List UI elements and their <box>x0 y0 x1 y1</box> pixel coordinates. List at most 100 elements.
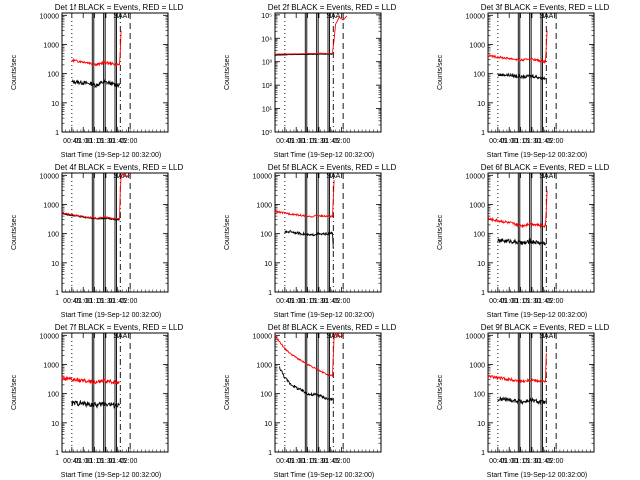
x-tick-label: 01:30 <box>97 458 115 465</box>
x-tick-label: 00:45 <box>489 138 507 145</box>
x-tick-label: 01:45 <box>535 458 553 465</box>
y-tick-label: 10⁵ <box>261 13 272 20</box>
y-tick-label: 10 <box>264 261 272 268</box>
saa-label: SAA <box>326 333 340 340</box>
x-tick-label: 00:45 <box>276 458 294 465</box>
x-tick-label: 01:30 <box>523 138 541 145</box>
x-tick-label: 02:00 <box>546 458 564 465</box>
x-tick-label: 02:00 <box>333 298 351 305</box>
y-axis-label: Counts/sec <box>224 374 231 410</box>
x-tick-label: 01:45 <box>109 458 127 465</box>
x-axis-label: Start Time (19-Sep-12 00:32:00) <box>487 152 587 159</box>
x-tick-label: 01:30 <box>523 298 541 305</box>
x-tick-label: 02:00 <box>120 298 138 305</box>
x-tick-label: 00:45 <box>63 138 81 145</box>
x-tick-label: 01:15 <box>512 298 530 305</box>
y-tick-label: 1000 <box>469 42 485 49</box>
x-axis-label: Start Time (19-Sep-12 00:32:00) <box>487 472 587 479</box>
y-tick-label: 10 <box>477 421 485 428</box>
x-axis-label: Start Time (19-Sep-12 00:32:00) <box>61 152 161 159</box>
x-tick-label: 02:00 <box>120 458 138 465</box>
lld-series-line <box>487 352 547 384</box>
x-tick-label: 02:00 <box>546 298 564 305</box>
y-tick-label: 10² <box>262 83 273 90</box>
y-tick-label: 10⁴ <box>261 36 272 43</box>
saa-label: SAA <box>113 13 127 20</box>
y-tick-label: 10000 <box>466 173 486 180</box>
lld-series-line <box>61 375 120 386</box>
x-tick-label: 02:00 <box>333 458 351 465</box>
x-tick-label: 01:45 <box>535 298 553 305</box>
x-tick-label: 01:45 <box>322 458 340 465</box>
y-tick-label: 10000 <box>253 173 273 180</box>
y-axis-label: Counts/sec <box>437 54 444 90</box>
lld-series-line <box>274 179 335 219</box>
y-axis-label: Counts/sec <box>437 214 444 250</box>
det-8f-chart: Det 8f BLACK = Events, RED = LLD Counts/s… <box>224 323 396 479</box>
y-tick-label: 1000 <box>256 362 272 369</box>
y-tick-label: 10000 <box>253 333 273 340</box>
det-2f-panel: Det 2f BLACK = Events, RED = LLD Counts/s… <box>213 0 426 160</box>
y-tick-label: 10000 <box>466 13 486 20</box>
y-tick-label: 10000 <box>466 333 486 340</box>
x-tick-label: 01:00 <box>287 458 305 465</box>
x-tick-label: 00:45 <box>276 138 294 145</box>
chart-title: Det 5f BLACK = Events, RED = LLD <box>268 163 397 172</box>
saa-label: SAA <box>113 173 127 180</box>
det-6f-chart: Det 6f BLACK = Events, RED = LLD Counts/s… <box>437 163 609 319</box>
x-tick-label: 01:15 <box>86 138 104 145</box>
x-tick-label: 01:00 <box>74 138 92 145</box>
y-tick-label: 100 <box>47 72 59 79</box>
det-8f-panel: Det 8f BLACK = Events, RED = LLD Counts/s… <box>213 320 426 480</box>
saa-label: SAA <box>539 13 553 20</box>
y-tick-label: 10⁰ <box>261 129 272 137</box>
y-tick-label: 10000 <box>40 333 60 340</box>
x-axis-label: Start Time (19-Sep-12 00:32:00) <box>274 152 374 159</box>
y-tick-label: 10000 <box>40 13 60 20</box>
events-series-line <box>279 366 333 402</box>
det-7f-panel: Det 7f BLACK = Events, RED = LLD Counts/s… <box>0 320 213 480</box>
x-tick-label: 01:30 <box>310 458 328 465</box>
y-tick-label: 10 <box>51 421 59 428</box>
y-tick-label: 100 <box>473 232 485 239</box>
y-tick-label: 1000 <box>469 202 485 209</box>
det-9f-chart: Det 9f BLACK = Events, RED = LLD Counts/s… <box>437 323 609 479</box>
y-tick-label: 10 <box>51 261 59 268</box>
x-axis-label: Start Time (19-Sep-12 00:32:00) <box>274 312 374 319</box>
x-tick-label: 02:00 <box>546 138 564 145</box>
lld-series-line <box>61 173 131 220</box>
x-axis-label: Start Time (19-Sep-12 00:32:00) <box>61 312 161 319</box>
x-tick-label: 01:15 <box>512 458 530 465</box>
x-tick-label: 00:45 <box>63 298 81 305</box>
det-7f-chart: Det 7f BLACK = Events, RED = LLD Counts/s… <box>11 323 183 479</box>
y-tick-label: 1 <box>55 130 59 137</box>
events-series-line <box>497 237 546 246</box>
lld-series-line <box>487 190 548 229</box>
y-tick-label: 10 <box>477 101 485 108</box>
x-tick-label: 01:00 <box>287 138 305 145</box>
y-tick-label: 10¹ <box>262 107 273 114</box>
chart-title: Det 3f BLACK = Events, RED = LLD <box>481 3 610 12</box>
y-axis-label: Counts/sec <box>11 374 18 410</box>
y-tick-label: 10 <box>51 101 59 108</box>
det-4f-chart: Det 4f BLACK = Events, RED = LLD Counts/s… <box>11 163 183 319</box>
det-1f-chart: Det 1f BLACK = Events, RED = LLD Counts/s… <box>11 3 183 159</box>
y-axis-label: Counts/sec <box>11 54 18 90</box>
x-tick-label: 01:30 <box>97 138 115 145</box>
x-tick-label: 01:15 <box>86 458 104 465</box>
x-tick-label: 01:00 <box>500 138 518 145</box>
x-tick-label: 00:45 <box>276 298 294 305</box>
y-tick-label: 10000 <box>40 173 60 180</box>
det-9f-panel: Det 9f BLACK = Events, RED = LLD Counts/s… <box>426 320 639 480</box>
x-tick-label: 01:45 <box>322 138 340 145</box>
x-tick-label: 01:00 <box>287 298 305 305</box>
y-axis-label: Counts/sec <box>224 214 231 250</box>
y-tick-label: 1000 <box>43 42 59 49</box>
x-tick-label: 01:45 <box>109 138 127 145</box>
y-tick-label: 1000 <box>256 202 272 209</box>
x-axis-label: Start Time (19-Sep-12 00:32:00) <box>487 312 587 319</box>
y-tick-label: 1 <box>55 290 59 297</box>
y-tick-label: 100 <box>473 392 485 399</box>
x-tick-label: 00:45 <box>489 458 507 465</box>
